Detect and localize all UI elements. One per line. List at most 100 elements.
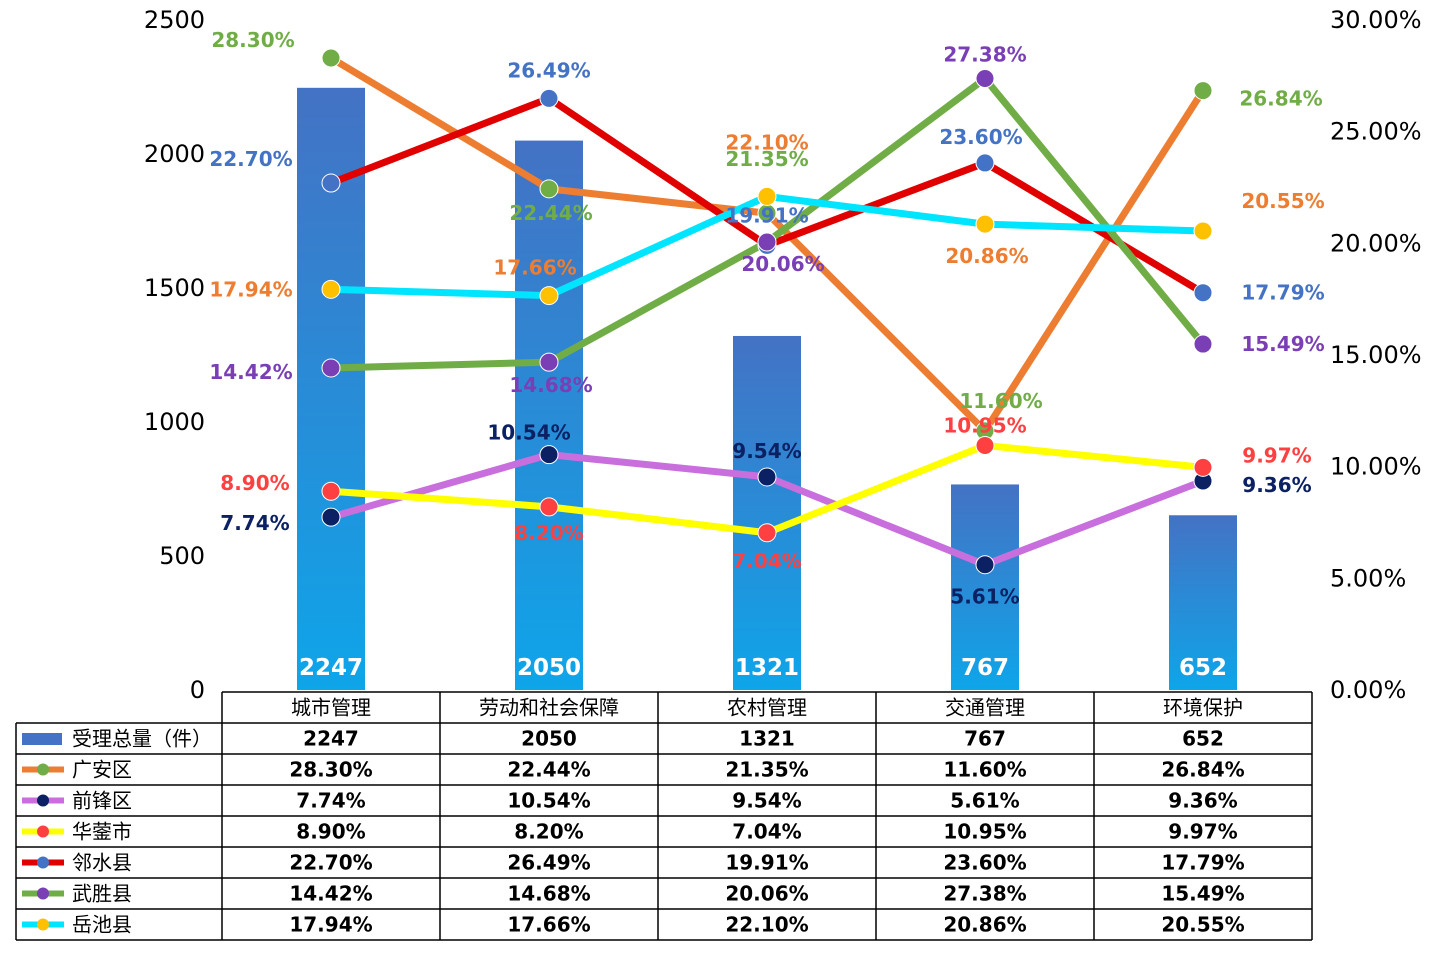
- series-marker: [1193, 283, 1213, 303]
- bar: [1169, 515, 1237, 690]
- point-value-label: 20.06%: [741, 252, 824, 276]
- table-series-name: 岳池县: [72, 913, 132, 937]
- legend-key-bar: [22, 733, 62, 745]
- legend-key-marker: [37, 856, 49, 869]
- point-value-label: 26.84%: [1239, 87, 1322, 111]
- legend-key-marker: [37, 887, 49, 900]
- table-series-name: 受理总量（件）: [72, 727, 212, 751]
- table-series-name: 武胜县: [72, 882, 132, 906]
- table-cell: 17.94%: [289, 913, 372, 937]
- legend-key-marker: [37, 825, 49, 838]
- point-value-label: 14.68%: [509, 373, 592, 397]
- left-axis-tick-label: 2000: [144, 140, 205, 168]
- bar: [515, 140, 583, 691]
- series-marker: [321, 173, 341, 193]
- left-axis-tick-label: 0: [190, 676, 205, 704]
- legend-key-marker: [37, 763, 49, 776]
- table-cell: 28.30%: [289, 758, 372, 782]
- series-marker: [321, 279, 341, 299]
- series-marker: [539, 88, 559, 108]
- table-series-name: 广安区: [72, 758, 132, 782]
- table-cell: 9.36%: [1168, 789, 1237, 813]
- table-header-category: 交通管理: [945, 696, 1025, 720]
- point-value-label: 22.10%: [725, 130, 808, 154]
- point-value-label: 11.60%: [959, 389, 1042, 413]
- table-cell: 20.86%: [943, 913, 1026, 937]
- table-cell: 7.04%: [732, 820, 801, 844]
- table-cell: 2247: [303, 727, 359, 751]
- point-value-label: 8.90%: [220, 471, 289, 495]
- bar-series: 2247 2050 1321 767 652: [297, 87, 1237, 691]
- table-cell: 27.38%: [943, 882, 1026, 906]
- point-value-label: 15.49%: [1241, 332, 1324, 356]
- series-marker: [1193, 457, 1213, 477]
- table-cell: 20.06%: [725, 882, 808, 906]
- right-axis-tick-label: 30.00%: [1330, 6, 1422, 34]
- bar: [951, 484, 1019, 690]
- table-cell: 2050: [521, 727, 577, 751]
- point-value-label: 9.54%: [732, 439, 801, 463]
- right-axis-tick-label: 0.00%: [1330, 676, 1406, 704]
- table-cell: 9.54%: [732, 789, 801, 813]
- series-marker: [321, 481, 341, 501]
- left-axis-tick-label: 1500: [144, 274, 205, 302]
- table-header-category: 城市管理: [291, 696, 371, 720]
- bar: [733, 335, 801, 690]
- table-cell: 26.84%: [1161, 758, 1244, 782]
- point-value-label: 8.20%: [514, 521, 583, 545]
- legend-key-marker: [37, 794, 49, 807]
- table-cell: 26.49%: [507, 851, 590, 875]
- table-cell: 20.55%: [1161, 913, 1244, 937]
- bar-value-label: 767: [961, 655, 1009, 681]
- series-marker: [1193, 81, 1213, 101]
- table-cell: 652: [1182, 727, 1224, 751]
- right-axis-tick-label: 10.00%: [1330, 453, 1422, 481]
- table-cell: 14.68%: [507, 882, 590, 906]
- point-value-label: 19.91%: [725, 203, 808, 227]
- left-axis-tick-label: 2500: [144, 6, 205, 34]
- table-cell: 767: [964, 727, 1006, 751]
- table-cell: 19.91%: [725, 851, 808, 875]
- table-cell: 10.54%: [507, 789, 590, 813]
- series-marker: [539, 286, 559, 306]
- left-axis: 0 500 1000 1500 2000 2500: [144, 6, 205, 704]
- bar-value-label: 1321: [735, 655, 799, 681]
- point-value-label: 17.79%: [1241, 281, 1324, 305]
- legend-key-marker: [37, 918, 49, 931]
- table-header-category: 环境保护: [1163, 696, 1243, 720]
- right-axis-tick-label: 25.00%: [1330, 118, 1422, 146]
- point-value-label: 7.74%: [220, 511, 289, 535]
- table-cell: 8.90%: [296, 820, 365, 844]
- bar-value-label: 2050: [517, 655, 581, 681]
- series-marker: [539, 179, 559, 199]
- point-value-label: 22.44%: [509, 201, 592, 225]
- series-marker: [757, 523, 777, 543]
- table-cell: 22.70%: [289, 851, 372, 875]
- right-axis-tick-label: 5.00%: [1330, 564, 1406, 592]
- table-series-name: 华蓥市: [72, 820, 132, 844]
- point-value-label: 21.35%: [725, 147, 808, 171]
- point-value-label: 14.42%: [209, 360, 292, 384]
- series-marker: [757, 186, 777, 206]
- line-series-group: [321, 48, 1213, 575]
- right-axis: 0.00% 5.00% 10.00% 15.00% 20.00% 25.00% 30.00%: [1330, 6, 1422, 704]
- table-header-category: 农村管理: [727, 696, 807, 720]
- table-cell: 8.20%: [514, 820, 583, 844]
- table-series-name: 邻水县: [72, 851, 132, 875]
- table-cell: 5.61%: [950, 789, 1019, 813]
- series-marker: [757, 467, 777, 487]
- point-value-label: 26.49%: [507, 58, 590, 82]
- series-marker: [975, 153, 995, 173]
- table-cell: 9.97%: [1168, 820, 1237, 844]
- table-cell: 7.74%: [296, 789, 365, 813]
- point-labels-group: 28.30% 22.44% 21.35% 11.60% 26.84% 7.74% 10.54…: [209, 28, 1324, 609]
- table-cell: 14.42%: [289, 882, 372, 906]
- table-series-name: 前锋区: [72, 789, 132, 813]
- series-marker: [975, 214, 995, 234]
- right-axis-tick-label: 20.00%: [1330, 229, 1422, 257]
- point-value-label: 10.95%: [943, 413, 1026, 437]
- point-value-label: 10.54%: [487, 421, 570, 445]
- series-marker: [975, 435, 995, 455]
